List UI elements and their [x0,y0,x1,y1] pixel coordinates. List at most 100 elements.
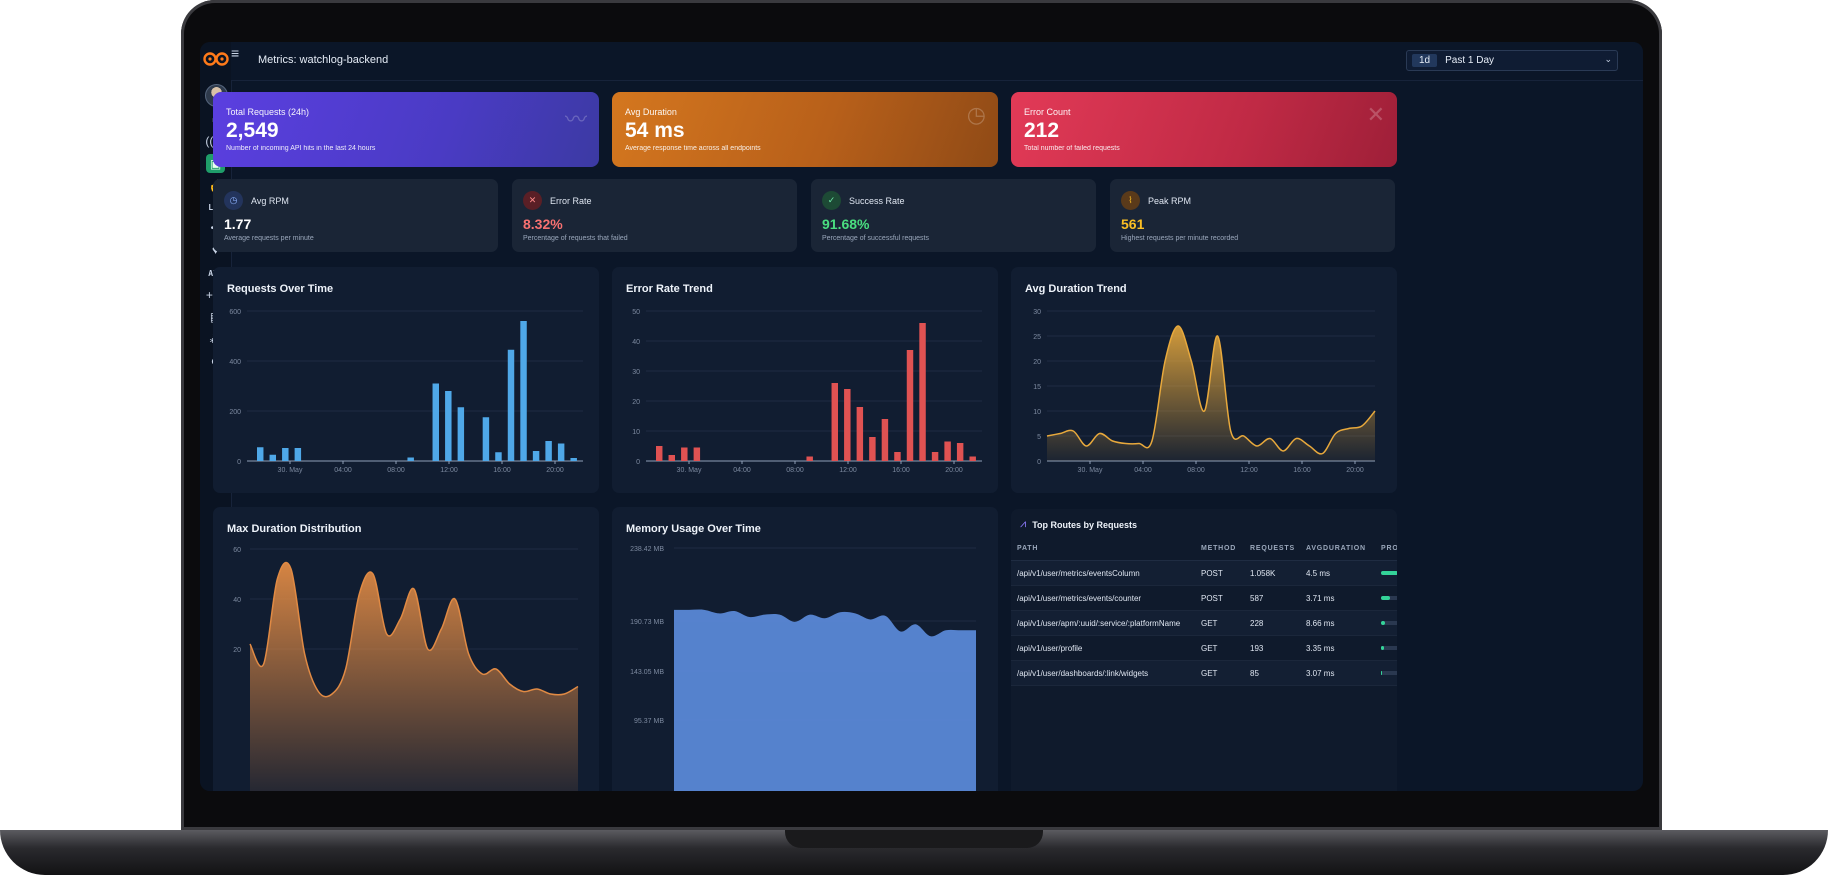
chart-error-rate-trend: Error Rate Trend 0 10 20 30 40 50 30. May 04:00… [612,267,998,493]
y-tick-label: 20 [1033,359,1041,366]
x-tick-label: 30. May [278,467,303,474]
series-line [1046,325,1376,455]
x-tick-label: 20:00 [1346,467,1364,474]
chart-svg: 20 40 60 [233,547,579,791]
stat-avg-rpm: ◷ Avg RPM 1.77 Average requests per minu… [213,179,498,252]
stat-label: Error Rate [550,196,592,206]
stat-label: Success Rate [849,196,905,206]
kpi-sub: Total number of failed requests [1024,145,1120,152]
stat-value: 8.32% [523,216,563,232]
y-tick-label: 10 [1033,409,1041,416]
bar [919,323,926,461]
y-tick-label: 30 [1033,309,1041,316]
stat-value: 1.77 [224,216,252,232]
bar [257,447,264,461]
stat-label: Peak RPM [1148,196,1192,206]
bar [844,389,851,461]
route-requests: 587 [1250,585,1306,611]
stat-sub: Highest requests per minute recorded [1121,235,1239,242]
table-row[interactable]: /api/v1/user/metrics/events/counter POST 5… [1011,585,1397,611]
bar [432,383,439,461]
route-path: /api/v1/user/metrics/events/counter [1011,585,1201,611]
chart-avg-duration-trend: Avg Duration Trend 0 5 10 15 20 25 30 30. May 04… [1011,267,1397,493]
chart-svg: 0 5 10 15 20 25 30 30. May 04:00 08:00 12:00 16:00 2… [1033,309,1376,474]
kpi-avg-duration: Avg Duration 54 ms Average response time… [612,92,998,167]
stat-sub: Average requests per minute [224,235,314,242]
table-row[interactable]: /api/v1/user/profile GET 193 3.35 ms [1011,635,1397,661]
y-tick-label: 10 [632,429,640,436]
close-icon: ✕ [523,191,542,210]
chart-svg: 95.37 MB 143.05 MB 190.73 MB 238.42 MB [630,546,976,791]
y-tick-label: 143.05 MB [630,669,664,676]
clock-icon: ◷ [966,102,986,127]
route-progress [1381,585,1397,611]
progress-fill [1381,621,1385,625]
kpi-total-requests: Total Requests (24h) 2,549 Number of inc… [213,92,599,167]
route-avg-duration: 3.07 ms [1306,660,1381,686]
area-fill [250,562,578,791]
column-header[interactable]: METHOD [1201,536,1250,561]
series-line [249,561,579,698]
chart-svg: 0 10 20 30 40 50 30. May 04:00 08:00 12:00 16:00 20… [632,309,982,474]
stat-peak-rpm: ⌇ Peak RPM 561 Highest requests per minu… [1110,179,1395,252]
kpi-label: Error Count [1024,107,1071,117]
watchlog-logo-icon[interactable] [200,48,231,70]
column-header[interactable]: PATH [1011,536,1201,561]
y-tick-label: 600 [229,309,241,316]
y-tick-label: 95.37 MB [634,718,664,725]
x-tick-label: 30. May [1078,467,1103,474]
stat-error-rate: ✕ Error Rate 8.32% Percentage of request… [512,179,797,252]
column-header[interactable]: AVGDURATION [1306,536,1381,561]
bar [532,451,540,461]
top-bar: ≡ Metrics: watchlog-backend 1d Past 1 Da… [231,42,1643,81]
bar [545,441,552,461]
table-row[interactable]: /api/v1/user/apm/:uuid/:service/:platfor… [1011,610,1397,636]
route-requests: 1.058K [1250,560,1306,586]
column-header[interactable]: PRO [1381,536,1397,561]
table-row[interactable]: /api/v1/user/metrics/eventsColumn POST 1.0… [1011,560,1397,586]
stat-value: 91.68% [822,216,870,232]
content: Total Requests (24h) 2,549 Number of inc… [200,42,1643,791]
kpi-value: 2,549 [226,119,279,142]
area-fill [674,609,976,791]
x-tick-label: 12:00 [1240,467,1258,474]
bar [881,419,889,461]
bar [931,452,939,461]
chart-memory-usage: Memory Usage Over Time 95.37 MB 143.05 MB… [612,507,998,791]
y-tick-label: 50 [632,309,640,316]
y-tick-label: 60 [233,547,241,554]
range-label: Past 1 Day [1445,55,1495,66]
y-tick-label: 190.73 MB [630,619,664,626]
bar [407,457,414,461]
check-circle-icon: ✓ [822,191,841,210]
x-tick-label: 16:00 [892,467,910,474]
close-icon: ✕ [1366,102,1385,127]
table-row[interactable]: /api/v1/user/dashboards/:link/widgets GET… [1011,660,1397,686]
bar [668,455,675,461]
y-tick-label: 15 [1033,384,1041,391]
x-tick-label: 08:00 [1187,467,1205,474]
bar [956,443,964,461]
y-tick-label: 25 [1033,334,1041,341]
route-avg-duration: 4.5 ms [1306,560,1381,586]
chart-title: Memory Usage Over Time [626,523,761,535]
menu-toggle-icon[interactable]: ≡ [231,45,240,61]
x-tick-label: 20:00 [546,467,564,474]
route-method: POST [1201,585,1250,611]
stat-sub: Percentage of requests that failed [523,235,628,242]
chart-title: Max Duration Distribution [227,523,362,535]
chart-title: Error Rate Trend [626,283,713,295]
bar [507,349,515,461]
time-range-select[interactable]: 1d Past 1 Day ⌄ [1406,50,1618,71]
bar [806,456,813,461]
y-tick-label: 400 [229,359,241,366]
bar [831,383,838,461]
bar [445,391,452,461]
bar [570,458,577,461]
route-requests: 228 [1250,610,1306,636]
chart-title: Avg Duration Trend [1025,283,1127,295]
page-title: Metrics: watchlog-backend [258,54,389,66]
column-header[interactable]: REQUESTS [1250,536,1306,561]
bar [557,443,565,461]
y-tick-label: 40 [233,597,241,604]
